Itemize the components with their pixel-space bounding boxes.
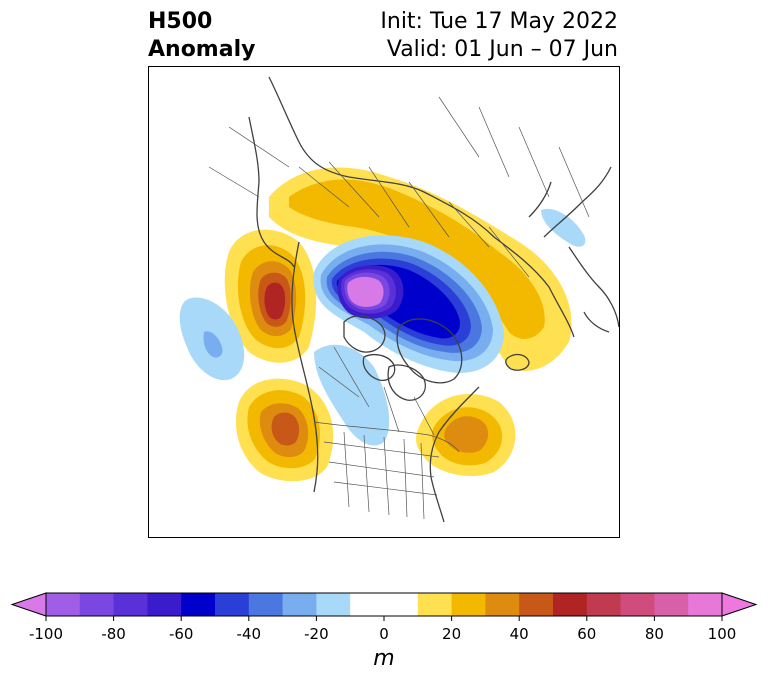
- colorbar-bin: [181, 593, 216, 616]
- eurasia-borders: [208, 96, 590, 278]
- eurasia-ridge-mid: [289, 179, 545, 339]
- europe-coast: [568, 246, 619, 333]
- colorbar-tick-label: 60: [577, 625, 596, 643]
- arctic-low-core: [347, 276, 384, 307]
- eurasia-coast: [268, 76, 575, 338]
- colorbar-bin: [586, 593, 622, 616]
- colorbar-bin: [620, 593, 655, 616]
- scandinavia-coast: [528, 166, 612, 238]
- colorbar-over-arrow: [721, 592, 758, 617]
- forecast-dates: Init: Tue 17 May 2022 Valid: 01 Jun – 07…: [380, 8, 618, 64]
- colorbar-tick-label: -20: [304, 625, 329, 643]
- valid-range: Valid: 01 Jun – 07 Jun: [386, 37, 618, 62]
- colorbar-bin: [113, 593, 148, 616]
- colorbar-bin: [654, 593, 689, 616]
- colorbar-bin: [79, 593, 115, 616]
- colorbar-unit: m: [373, 646, 395, 671]
- colorbar-bin: [485, 593, 520, 616]
- colorbar: -100 -80 -60 -40 -20 0 20 40 60 80 100: [10, 592, 758, 643]
- colorbar-tick-label: 0: [379, 625, 389, 643]
- hudson-bay: [387, 364, 426, 401]
- anomaly-map: [148, 66, 620, 538]
- colorbar-tick-label: 20: [442, 625, 461, 643]
- colorbar-ticks: -100 -80 -60 -40 -20 0 20 40 60 80 100: [29, 616, 736, 643]
- colorbar-bin: [519, 593, 554, 616]
- borders: [208, 96, 590, 520]
- colorbar-tick-label: 80: [645, 625, 664, 643]
- west-us-ridge-core: [271, 412, 300, 446]
- canada-provinces: [318, 346, 435, 436]
- na-east-coast: [429, 386, 480, 523]
- colorbar-tick-label: -40: [237, 625, 262, 643]
- colorbar-bin: [316, 593, 351, 616]
- colorbar-bin: [215, 593, 250, 616]
- init-date: Init: Tue 17 May 2022: [380, 9, 618, 34]
- colorbar-bin: [248, 593, 284, 616]
- colorbar-tick-label: -100: [29, 625, 63, 643]
- greenland-coast: [396, 318, 463, 384]
- title-line-2: Anomaly: [148, 37, 256, 62]
- east-asia-low: [541, 208, 586, 247]
- colorbar-bin: [282, 593, 317, 616]
- us-states-lines: [323, 431, 440, 520]
- colorbar-under-arrow: [10, 592, 47, 617]
- map-title: H500 Anomaly: [148, 8, 255, 64]
- colorbar-bin: [350, 593, 419, 616]
- colorbar-tick-label: -60: [169, 625, 194, 643]
- alaska-ridge-core: [264, 282, 286, 320]
- colorbar-bin: [417, 593, 453, 616]
- colorbar-tick-label: 100: [708, 625, 737, 643]
- title-line-1: H500: [148, 9, 213, 34]
- map-canvas: [179, 76, 619, 523]
- canada-trough: [314, 344, 390, 446]
- na-west-coast: [291, 241, 319, 493]
- iceland: [505, 353, 530, 371]
- colorbar-tick-label: -80: [101, 625, 126, 643]
- colorbar-tick-label: 40: [510, 625, 529, 643]
- colorbar-bin: [553, 593, 588, 616]
- anomaly-shading: [179, 167, 586, 482]
- colorbar-bin: [46, 593, 81, 616]
- colorbar-bins: [46, 593, 723, 616]
- colorbar-bin: [147, 593, 182, 616]
- colorbar-bin: [451, 593, 486, 616]
- us-canada-border: [313, 421, 460, 453]
- atlantic-ridge-core: [444, 416, 489, 453]
- pacific-low-inner: [203, 331, 223, 358]
- asia-pacific-coast: [248, 116, 295, 268]
- coastlines: [248, 76, 619, 523]
- arctic-islands: [343, 315, 396, 381]
- colorbar-bin: [688, 593, 723, 616]
